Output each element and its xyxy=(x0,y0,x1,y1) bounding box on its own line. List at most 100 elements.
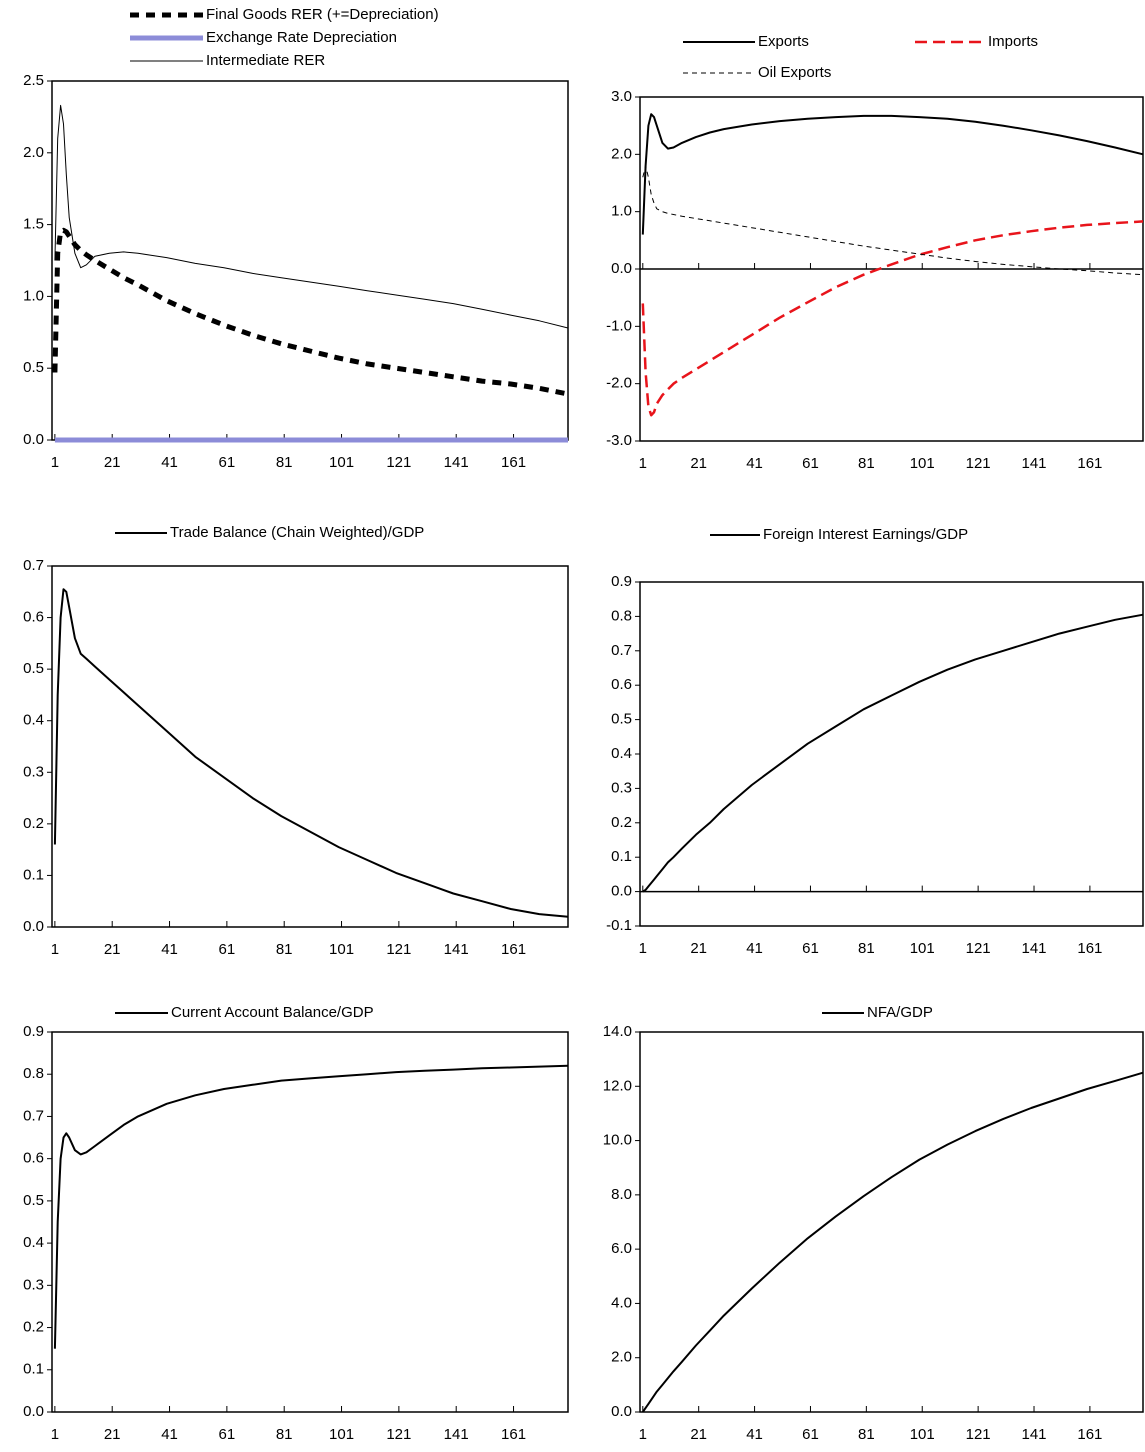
y-tick-label: 0.3 xyxy=(611,779,632,796)
x-tick-label: 1 xyxy=(639,1426,647,1443)
plot-frame xyxy=(639,1031,1144,1413)
x-tick-label: 121 xyxy=(386,941,411,958)
y-tick-label: 3.0 xyxy=(611,88,632,105)
y-tick-label: 1.5 xyxy=(23,216,44,233)
y-tick-label: 0.5 xyxy=(611,711,632,728)
legend-label: Imports xyxy=(988,33,1038,50)
series-line xyxy=(641,1071,1144,1413)
y-tick-label: 0.3 xyxy=(23,1276,44,1293)
x-tick-label: 161 xyxy=(1077,455,1102,472)
x-tick-label: 121 xyxy=(386,1426,411,1443)
x-tick-label: 61 xyxy=(219,454,236,471)
series-line xyxy=(53,1064,569,1349)
y-tick-label: 2.0 xyxy=(611,145,632,162)
y-tick-label: 10.0 xyxy=(603,1132,632,1149)
x-tick-label: 61 xyxy=(802,455,819,472)
x-tick-label: 1 xyxy=(51,941,59,958)
x-tick-label: 121 xyxy=(966,940,991,957)
x-tick-label: 121 xyxy=(386,454,411,471)
y-tick-label: 0.4 xyxy=(23,712,44,729)
x-tick-label: 21 xyxy=(690,1426,707,1443)
x-tick-label: 141 xyxy=(1022,455,1047,472)
y-tick-label: 14.0 xyxy=(603,1023,632,1040)
x-tick-label: 81 xyxy=(276,1426,293,1443)
y-tick-label: -0.1 xyxy=(606,917,632,934)
x-tick-label: 41 xyxy=(161,454,178,471)
series-line xyxy=(641,113,1144,235)
y-tick-label: 0.8 xyxy=(611,607,632,624)
x-tick-label: 21 xyxy=(690,940,707,957)
y-tick-label: 0.8 xyxy=(23,1065,44,1082)
y-tick-label: 0.1 xyxy=(23,1361,44,1378)
x-tick-label: 21 xyxy=(104,941,121,958)
y-tick-label: 0.0 xyxy=(23,1403,44,1420)
series-line xyxy=(642,613,1144,893)
x-tick-label: 121 xyxy=(966,455,991,472)
y-tick-label: 0.7 xyxy=(611,642,632,659)
x-tick-label: 41 xyxy=(161,941,178,958)
series-line xyxy=(52,227,569,397)
legend-label: Exchange Rate Depreciation xyxy=(206,29,397,46)
y-tick-label: 0.4 xyxy=(23,1234,44,1251)
y-tick-label: 0.0 xyxy=(611,1403,632,1420)
y-tick-label: 0.5 xyxy=(23,1192,44,1209)
x-tick-label: 141 xyxy=(1022,940,1047,957)
y-tick-label: 12.0 xyxy=(603,1077,632,1094)
legend-label: NFA/GDP xyxy=(867,1004,933,1021)
x-tick-label: 81 xyxy=(276,454,293,471)
x-tick-label: 81 xyxy=(858,940,875,957)
y-tick-label: 0.5 xyxy=(23,660,44,677)
x-tick-label: 1 xyxy=(639,940,647,957)
x-tick-label: 81 xyxy=(858,1426,875,1443)
y-tick-label: -1.0 xyxy=(606,317,632,334)
plot-frame xyxy=(639,581,1144,927)
x-tick-label: 161 xyxy=(1077,940,1102,957)
y-tick-label: 0.9 xyxy=(23,1023,44,1040)
plot-frame xyxy=(51,1031,569,1413)
y-tick-label: 0.7 xyxy=(23,1107,44,1124)
x-tick-label: 61 xyxy=(802,1426,819,1443)
x-tick-label: 21 xyxy=(104,454,121,471)
y-tick-label: 2.5 xyxy=(23,72,44,89)
y-tick-label: 0.0 xyxy=(611,260,632,277)
y-tick-label: -3.0 xyxy=(606,432,632,449)
y-tick-label: 6.0 xyxy=(611,1240,632,1257)
x-tick-label: 81 xyxy=(858,455,875,472)
series-line xyxy=(53,588,569,918)
x-tick-label: 121 xyxy=(966,1426,991,1443)
y-tick-label: -2.0 xyxy=(606,375,632,392)
x-tick-label: 161 xyxy=(501,1426,526,1443)
legend-label: Current Account Balance/GDP xyxy=(171,1004,374,1021)
x-tick-label: 161 xyxy=(501,454,526,471)
x-tick-label: 61 xyxy=(802,940,819,957)
x-tick-label: 141 xyxy=(444,454,469,471)
y-tick-label: 0.4 xyxy=(611,745,632,762)
x-tick-label: 1 xyxy=(51,1426,59,1443)
y-tick-label: 0.2 xyxy=(23,1319,44,1336)
x-tick-label: 81 xyxy=(276,941,293,958)
x-tick-label: 101 xyxy=(329,1426,354,1443)
legend-label: Foreign Interest Earnings/GDP xyxy=(763,526,968,543)
plot-frame xyxy=(51,80,569,441)
y-tick-label: 0.0 xyxy=(23,431,44,448)
x-tick-label: 101 xyxy=(910,1426,935,1443)
legend-label: Exports xyxy=(758,33,809,50)
legend-label: Final Goods RER (+=Depreciation) xyxy=(206,6,439,23)
x-tick-label: 161 xyxy=(1077,1426,1102,1443)
series-line xyxy=(642,165,1144,276)
y-tick-label: 2.0 xyxy=(23,144,44,161)
y-tick-label: 0.3 xyxy=(23,763,44,780)
x-tick-label: 141 xyxy=(1022,1426,1047,1443)
y-tick-label: 0.5 xyxy=(23,359,44,376)
x-tick-label: 61 xyxy=(219,1426,236,1443)
y-tick-label: 4.0 xyxy=(611,1294,632,1311)
x-tick-label: 161 xyxy=(501,941,526,958)
y-tick-label: 0.2 xyxy=(611,814,632,831)
x-tick-label: 1 xyxy=(639,455,647,472)
y-tick-label: 0.1 xyxy=(611,848,632,865)
y-tick-label: 0.2 xyxy=(23,815,44,832)
y-tick-label: 0.6 xyxy=(611,676,632,693)
x-tick-label: 61 xyxy=(219,941,236,958)
legend-label: Intermediate RER xyxy=(206,52,325,69)
